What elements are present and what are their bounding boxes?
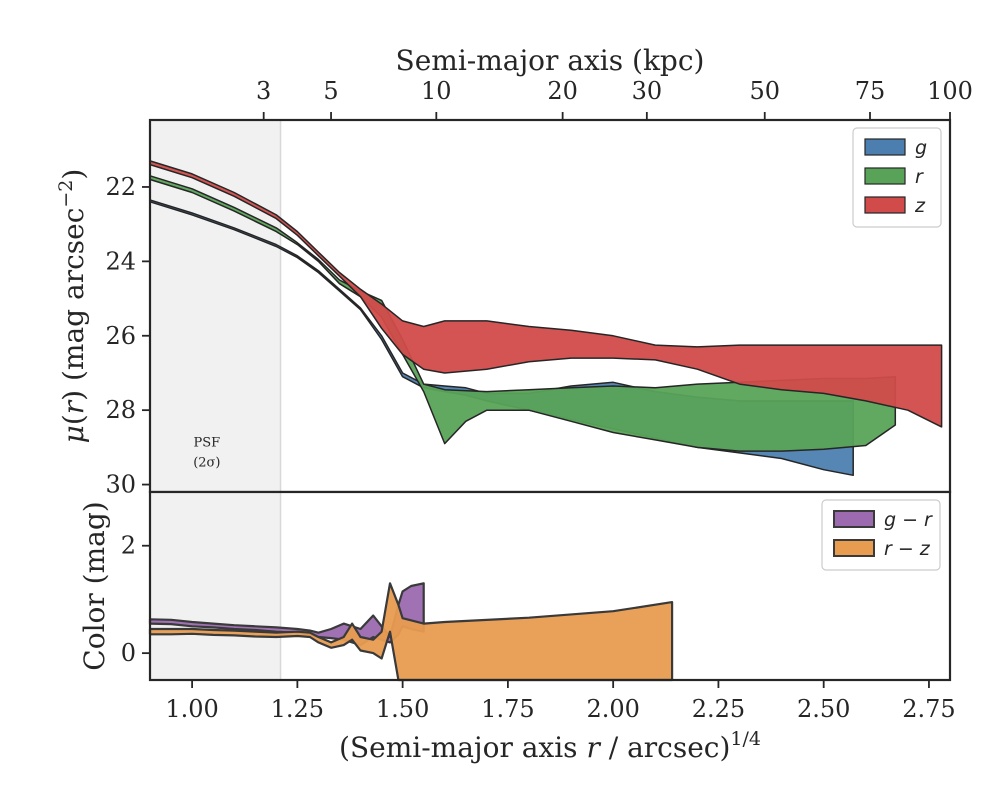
legend-label-z: z [914, 195, 926, 217]
x-tick-label: 2.00 [586, 695, 639, 723]
series-band-r [149, 175, 897, 452]
surface-brightness-series [149, 160, 943, 477]
psf-label: PSF [193, 436, 220, 451]
y-tick-label: 24 [105, 247, 136, 275]
x-tick-label: 2.25 [692, 695, 745, 723]
psf-shaded-region-color [150, 492, 281, 680]
surface-brightness-y-axis-title: μ(r) (mag arcsec−2) [55, 169, 90, 444]
color-y-axis-title: Color (mag) [78, 501, 111, 670]
kpc-tick-label: 20 [547, 77, 578, 105]
color-frame [148, 490, 952, 682]
legend-swatch-r [864, 167, 906, 185]
color-series [148, 582, 674, 682]
psf-label-sigma: (2σ) [193, 456, 220, 471]
kpc-tick-label: 75 [855, 77, 886, 105]
color-y-tick-label: 2 [121, 532, 136, 560]
color-y-tick-label: 0 [121, 639, 136, 667]
legend-label-g-r: g − r [884, 509, 933, 531]
x-tick-label: 1.75 [481, 695, 534, 723]
kpc-tick-label: 10 [421, 77, 452, 105]
series-band-z [149, 160, 943, 428]
color-legend: g − r r − z [821, 499, 941, 571]
surface-brightness-y-ticks: 22 24 26 28 30 [105, 173, 150, 499]
series-band-r-z [148, 582, 674, 682]
x-tick-label: 2.75 [902, 695, 955, 723]
x-tick-label: 1.50 [376, 695, 429, 723]
x-axis-title: (Semi-major axis r / arcsec)1/4 [339, 728, 761, 764]
surface-brightness-legend: grz [852, 127, 942, 228]
kpc-tick-label: 30 [632, 77, 663, 105]
kpc-tick-label: 50 [749, 77, 780, 105]
legend-swatch-z [864, 196, 906, 214]
x-tick-label: 1.25 [271, 695, 324, 723]
kpc-tick-label: 100 [927, 77, 973, 105]
y-tick-label: 22 [105, 173, 136, 201]
kpc-tick-label: 3 [256, 77, 271, 105]
color-y-ticks: 02 [121, 532, 150, 667]
kpc-tick-label: 5 [323, 77, 338, 105]
y-tick-label: 26 [105, 322, 136, 350]
legend-swatch-r-z [833, 539, 875, 557]
x-axis-ticks: 1.00 1.25 1.50 1.75 2.00 2.25 2.50 2.75 [165, 680, 956, 723]
color-panel: 02 1.00 1.25 1.50 1.75 2.00 2.25 2.50 2.75 g − … [78, 490, 956, 764]
legend-swatch-g [864, 138, 906, 156]
x-tick-label: 1.00 [165, 695, 218, 723]
legend-swatch-g-r [833, 510, 875, 528]
legend-label-r: r [915, 166, 924, 188]
legend-label-r-z: r − z [884, 538, 931, 560]
kpc-top-axis-ticks: 3 5 10 20 30 50 75 100 [256, 77, 973, 120]
legend-label-g: g [915, 137, 927, 159]
y-tick-label: 30 [105, 471, 136, 499]
x-tick-label: 2.50 [797, 695, 850, 723]
top-axis-title: Semi-major axis (kpc) [396, 44, 705, 77]
y-tick-label: 28 [105, 396, 136, 424]
